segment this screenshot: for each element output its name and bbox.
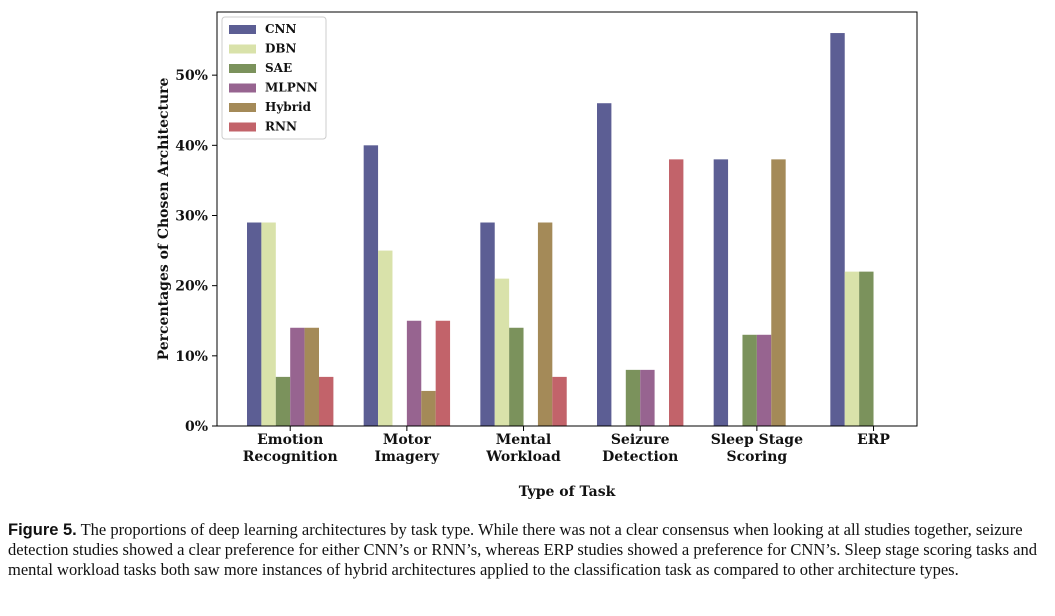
bar-dbn-0	[261, 222, 276, 426]
x-tick-label: ERP	[857, 432, 890, 448]
y-axis: 0% 10% 20% 30% 40% 50%	[175, 68, 217, 435]
legend-swatch-cnn	[229, 25, 256, 34]
legend-swatch-dbn	[229, 44, 256, 54]
bar-hybrid-4	[771, 159, 786, 427]
bar-sae-5	[859, 271, 874, 426]
legend-label-hybrid: Hybrid	[265, 100, 312, 114]
legend-swatch-hybrid	[229, 103, 256, 112]
x-tick-label: Sleep Stage	[711, 432, 803, 448]
bar-dbn-1	[378, 250, 393, 426]
bar-sae-0	[275, 376, 291, 426]
bar-cnn-2	[480, 222, 495, 426]
y-tick-label: 40%	[175, 138, 208, 154]
x-tick-label: Emotion	[257, 432, 323, 448]
bar-cnn-3	[597, 103, 612, 426]
bar-rnn-3	[669, 159, 684, 427]
bar-cnn-0	[247, 222, 262, 426]
y-tick-label: 0%	[185, 419, 208, 435]
x-tick-label: Workload	[485, 449, 561, 465]
bar-sae-2	[509, 327, 524, 426]
legend: CNN DBN SAE MLPNN Hybrid RNN	[221, 16, 327, 140]
legend-label-cnn: CNN	[265, 22, 297, 36]
bar-mlpnn-3	[640, 369, 655, 426]
figure-caption-text: The proportions of deep learning archite…	[8, 520, 1037, 579]
bar-cnn-1	[363, 145, 379, 426]
figure-caption: Figure 5. The proportions of deep learni…	[8, 520, 1048, 580]
x-tick-label: Scoring	[727, 449, 788, 465]
bar-hybrid-0	[304, 327, 319, 426]
x-tick-label: Detection	[602, 449, 678, 465]
plot-area	[247, 33, 874, 427]
x-tick-label: Imagery	[375, 449, 441, 465]
legend-label-sae: SAE	[265, 61, 292, 75]
legend-label-rnn: RNN	[265, 120, 297, 134]
figure-label: Figure 5.	[8, 521, 77, 539]
bar-rnn-1	[435, 320, 451, 426]
bar-hybrid-2	[537, 222, 553, 426]
legend-swatch-mlpnn	[229, 83, 256, 93]
legend-swatch-rnn	[229, 122, 256, 132]
x-tick-label: Motor	[383, 432, 432, 448]
legend-label-mlpnn: MLPNN	[265, 81, 318, 95]
bar-rnn-0	[319, 376, 334, 426]
plot-frame	[216, 11, 918, 427]
bar-sae-3	[625, 369, 641, 426]
bar-sae-4	[742, 334, 757, 426]
bar-mlpnn-4	[756, 334, 772, 426]
bar-mlpnn-1	[406, 320, 422, 426]
x-tick-label: Recognition	[243, 449, 338, 465]
y-tick-label: 20%	[175, 279, 208, 295]
legend-swatch-sae	[229, 64, 256, 73]
x-tick-label: Mental	[496, 432, 551, 448]
x-axis-label: Type of Task	[519, 484, 616, 500]
y-tick-label: 10%	[175, 349, 208, 365]
y-tick-label: 50%	[175, 68, 208, 84]
bar-hybrid-1	[421, 390, 436, 426]
bar-cnn-4	[713, 159, 729, 427]
y-axis-label: Percentages of Chosen Architecture	[156, 77, 172, 360]
bar-dbn-5	[844, 271, 860, 426]
bar-cnn-5	[830, 33, 845, 427]
y-tick-label: 30%	[175, 208, 208, 224]
bar-rnn-2	[552, 376, 567, 426]
bar-mlpnn-0	[290, 327, 305, 426]
x-tick-label: Seizure	[611, 432, 670, 448]
bar-dbn-2	[494, 278, 510, 426]
legend-label-dbn: DBN	[265, 42, 297, 56]
